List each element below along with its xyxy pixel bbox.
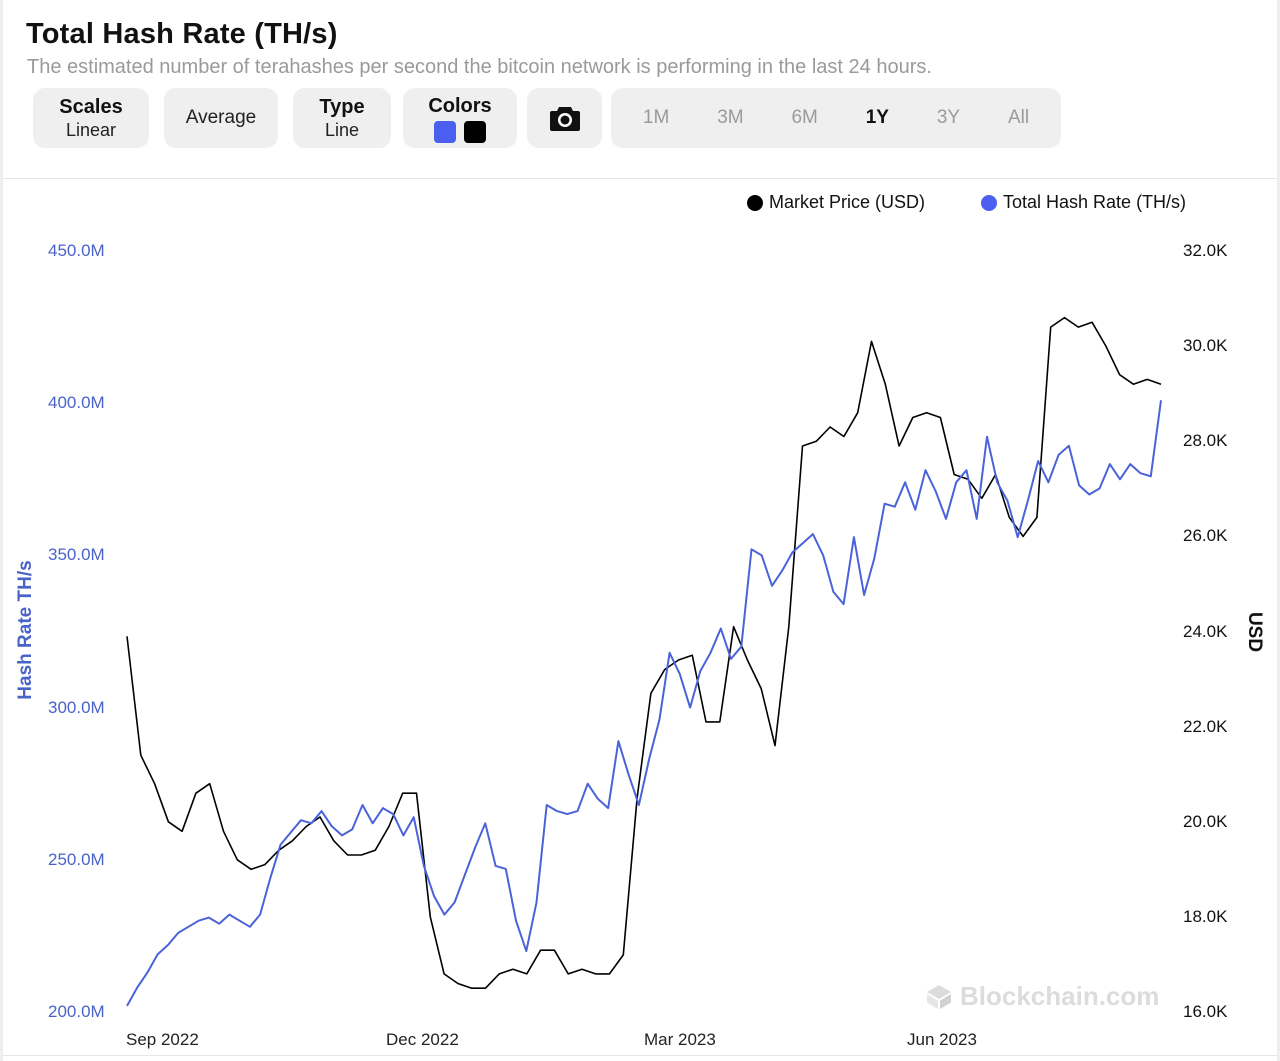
watermark-text: Blockchain.com: [960, 981, 1160, 1011]
y-left-tick-label: 200.0M: [48, 1002, 105, 1021]
colors-label: Colors: [428, 94, 492, 117]
range-button-3y[interactable]: 3Y: [936, 107, 961, 128]
y-left-tick-label: 350.0M: [48, 545, 105, 565]
scales-value: Linear: [65, 120, 117, 140]
type-label: Type: [319, 96, 365, 118]
page-subtitle: The estimated number of terahashes per s…: [27, 56, 932, 78]
frame-right-border: [1277, 0, 1280, 1061]
time-range-selector: 1M 3M 6M 1Y 3Y All: [611, 88, 1061, 148]
y-left-tick-label: 300.0M: [48, 697, 105, 717]
x-tick-label: Mar 2023: [644, 1030, 716, 1049]
y-right-tick-label: 24.0K: [1183, 621, 1228, 641]
legend-item-hash-rate[interactable]: Total Hash Rate (TH/s): [981, 192, 1186, 213]
y-right-tick-label: 28.0K: [1183, 431, 1228, 451]
legend-dot-hash-rate: [981, 194, 997, 211]
x-tick-label: Dec 2022: [386, 1030, 459, 1049]
y-left-tick-label: 400.0M: [48, 393, 105, 413]
legend-label-market-price: Market Price (USD): [769, 192, 926, 212]
color-swatch-hashrate[interactable]: [434, 120, 456, 143]
series-line-market-price: [126, 316, 1162, 990]
range-button-1m[interactable]: 1M: [642, 107, 670, 128]
range-button-3m[interactable]: 3M: [717, 107, 744, 128]
y-left-tick-label: 250.0M: [48, 849, 105, 869]
blockchain-logo-icon: [927, 984, 951, 1009]
header-divider: [3, 178, 1277, 179]
camera-icon: [549, 107, 580, 131]
x-tick-label: Jun 2023: [907, 1030, 977, 1049]
watermark: Blockchain.com: [926, 981, 1159, 1012]
legend-item-market-price[interactable]: Market Price (USD): [747, 192, 925, 213]
y-right-tick-label: 18.0K: [1183, 906, 1228, 926]
page-title: Total Hash Rate (TH/s): [26, 18, 338, 50]
colors-button[interactable]: Colors: [403, 88, 517, 148]
y-left-tick-label: 450.0M: [48, 241, 105, 260]
y-right-tick-label: 32.0K: [1183, 241, 1228, 260]
screenshot-button[interactable]: [527, 88, 602, 148]
y-right-tick-label: 22.0K: [1183, 716, 1228, 736]
chart-bottom-border: [3, 1055, 1277, 1056]
average-label: Average: [185, 107, 257, 128]
legend-dot-market-price: [747, 194, 763, 211]
y-right-tick-label: 26.0K: [1183, 526, 1228, 546]
y-right-tick-label: 30.0K: [1183, 336, 1228, 356]
scales-label: Scales: [59, 96, 123, 118]
frame-left-border: [0, 0, 3, 1061]
average-button[interactable]: Average: [164, 88, 278, 148]
y-right-tick-label: 16.0K: [1183, 1002, 1228, 1021]
range-button-1y[interactable]: 1Y: [865, 107, 889, 128]
color-swatch-price[interactable]: [464, 120, 486, 143]
series-line-hash-rate: [126, 400, 1162, 1007]
scales-button[interactable]: Scales Linear: [33, 88, 149, 148]
x-tick-label: Sep 2022: [126, 1030, 199, 1049]
type-value: Line: [324, 120, 360, 140]
range-button-6m[interactable]: 6M: [791, 107, 818, 128]
y-right-tick-label: 20.0K: [1183, 811, 1228, 831]
legend-label-hash-rate: Total Hash Rate (TH/s): [1003, 192, 1187, 212]
range-button-all[interactable]: All: [1007, 107, 1030, 128]
type-button[interactable]: Type Line: [293, 88, 391, 148]
